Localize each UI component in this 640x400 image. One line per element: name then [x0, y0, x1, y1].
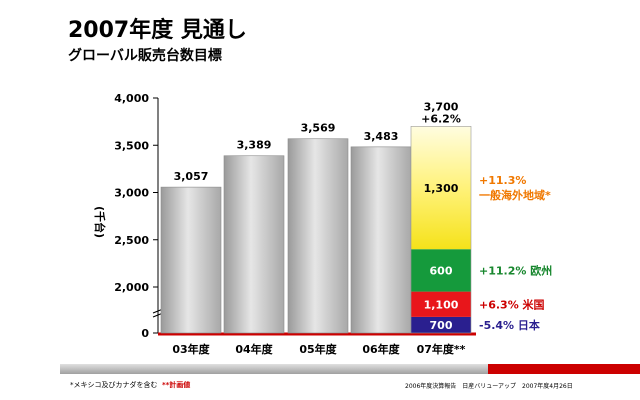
stack-segment-一般海外地域* — [411, 126, 471, 250]
y-axis-label: (千台) — [93, 206, 107, 238]
y-tick-label: 0 — [141, 327, 149, 340]
x-tick-label: 07年度** — [417, 342, 466, 356]
footnote: *メキシコ及びカナダを含む **計画値 — [70, 380, 190, 390]
footnote-regions: *メキシコ及びカナダを含む — [70, 381, 158, 389]
x-tick-label: 05年度 — [299, 342, 337, 356]
segment-value-label: 1,300 — [424, 182, 459, 195]
bar-value-label: 3,389 — [237, 139, 272, 152]
segment-value-label: 700 — [430, 319, 453, 332]
growth-label: +6.2% — [421, 112, 461, 125]
bar-value-label: 3,057 — [174, 170, 209, 183]
segment-region-label: 一般海外地域* — [479, 188, 551, 202]
x-tick-label: 06年度 — [362, 342, 400, 356]
bar-05年度 — [287, 138, 349, 334]
segment-change-label: +11.3% — [479, 174, 526, 187]
bar-03年度 — [160, 186, 222, 334]
stacked-bar-outline — [410, 126, 472, 334]
segment-value-label: 1,100 — [424, 298, 459, 311]
footer-credit: 2006年度決算報告 日産バリューアップ 2007年度4月26日 — [405, 383, 573, 390]
bars-group — [160, 126, 472, 334]
footer-bar — [60, 364, 640, 374]
bar-value-label: 3,569 — [301, 122, 336, 135]
footnote-plan: **計画値 — [161, 381, 191, 389]
stack-segment-欧州 — [411, 249, 471, 292]
x-tick-label: 03年度 — [172, 342, 210, 356]
y-tick-label: 3,000 — [114, 187, 149, 200]
sales-bar-chart: 0 2,000 2,500 3,000 3,500 4,000 3,057 3,389 3,5… — [93, 92, 552, 356]
segment-change-label: +6.3% 米国 — [479, 297, 545, 311]
y-tick-label: 3,500 — [114, 139, 149, 152]
segment-change-label: +11.2% 欧州 — [479, 263, 552, 277]
stack-segment-米国 — [411, 291, 471, 317]
y-tick-label: 2,500 — [114, 234, 149, 247]
axis-group: 0 2,000 2,500 3,000 3,500 4,000 — [114, 92, 476, 340]
segment-change-label: -5.4% 日本 — [479, 318, 540, 332]
page-subtitle: グローバル販売台数目標 — [68, 48, 222, 64]
labels-group: 3,057 3,389 3,569 3,483 700 -5.4% 日本 1,100 +6.3… — [172, 100, 552, 356]
bar-value-label: 3,483 — [364, 130, 399, 143]
footer-accent — [488, 364, 640, 374]
bar-04年度 — [223, 155, 285, 334]
x-tick-label: 04年度 — [235, 342, 273, 356]
bar-06年度 — [350, 146, 412, 334]
y-tick-label: 2,000 — [114, 281, 149, 294]
page-title: 2007年度 見通し — [68, 18, 247, 43]
total-value-label: 3,700 — [424, 100, 459, 113]
segment-value-label: 600 — [430, 264, 453, 277]
y-tick-label: 4,000 — [114, 92, 149, 105]
stack-segment-日本 — [411, 316, 471, 333]
